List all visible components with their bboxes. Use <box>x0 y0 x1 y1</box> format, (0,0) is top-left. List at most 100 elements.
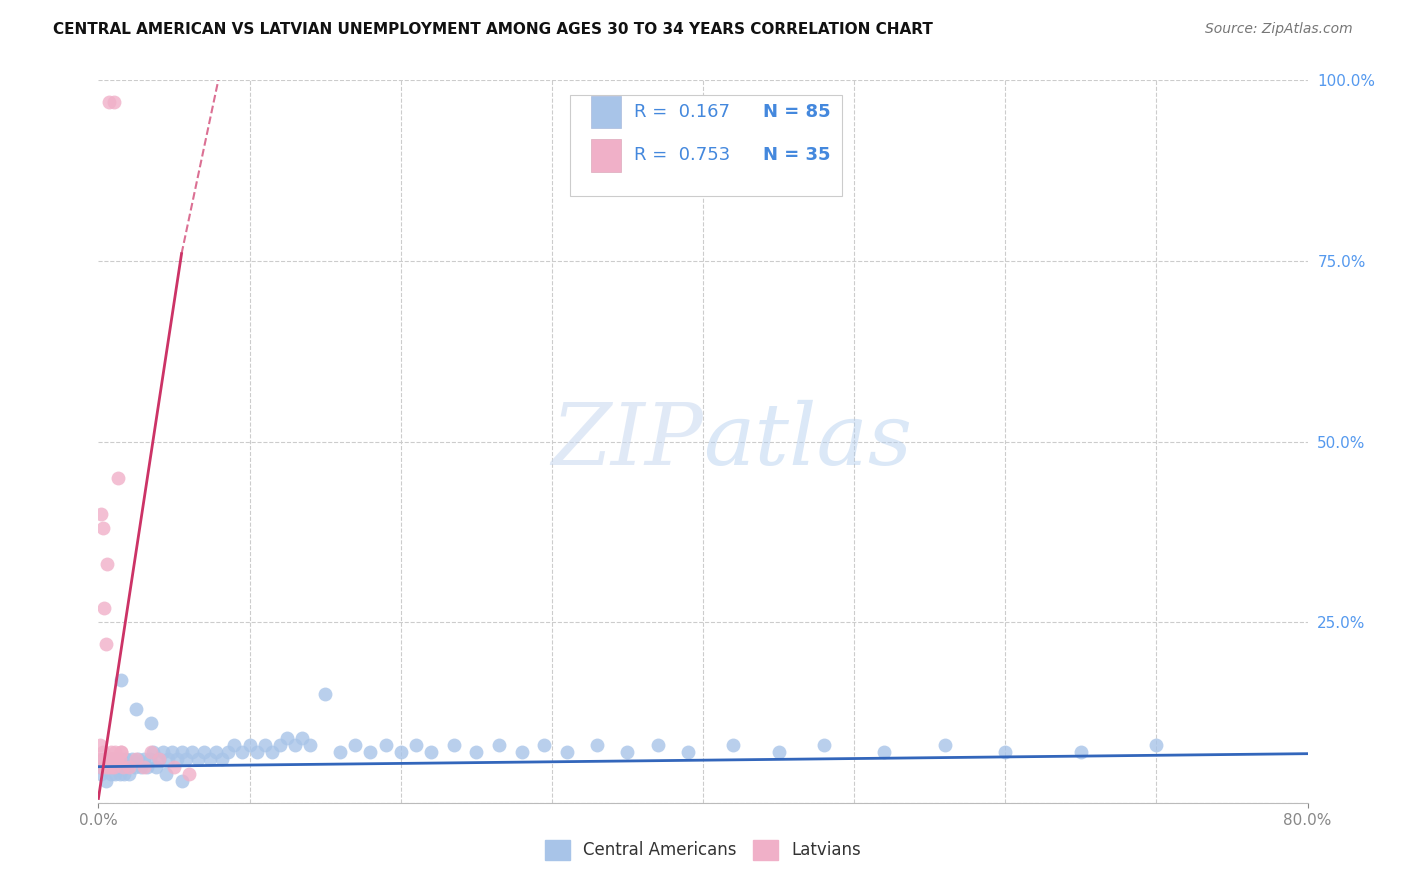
Point <box>314 687 336 701</box>
Point <box>101 752 124 766</box>
Point <box>405 738 427 752</box>
Point <box>488 738 510 752</box>
Point <box>110 752 132 766</box>
Text: Source: ZipAtlas.com: Source: ZipAtlas.com <box>1205 22 1353 37</box>
Point <box>299 738 322 752</box>
Point <box>148 752 170 766</box>
Point <box>91 752 114 766</box>
Point <box>156 752 179 766</box>
Point <box>104 767 127 781</box>
Point <box>91 521 114 535</box>
FancyBboxPatch shape <box>591 95 621 128</box>
Point <box>813 738 835 752</box>
Text: atlas: atlas <box>703 401 912 483</box>
Point <box>118 760 141 774</box>
Point <box>148 752 170 766</box>
Point <box>510 745 533 759</box>
Point <box>994 745 1017 759</box>
Point <box>170 745 193 759</box>
Point <box>152 745 174 759</box>
Text: CENTRAL AMERICAN VS LATVIAN UNEMPLOYMENT AMONG AGES 30 TO 34 YEARS CORRELATION C: CENTRAL AMERICAN VS LATVIAN UNEMPLOYMENT… <box>53 22 934 37</box>
Point <box>723 738 745 752</box>
Point <box>104 745 127 759</box>
Point <box>103 760 125 774</box>
Point <box>105 752 128 766</box>
Point <box>142 745 165 759</box>
Point <box>100 752 122 766</box>
Point <box>533 738 555 752</box>
Point <box>586 738 609 752</box>
Point <box>179 767 201 781</box>
Text: R =  0.753: R = 0.753 <box>634 146 730 164</box>
Point <box>269 738 291 752</box>
Point <box>465 745 488 759</box>
Point <box>87 752 110 766</box>
Point <box>174 752 197 766</box>
Point <box>934 738 956 752</box>
Point <box>93 760 115 774</box>
Point <box>676 745 699 759</box>
Point <box>125 702 148 716</box>
Point <box>103 760 125 774</box>
Point <box>98 95 121 109</box>
Point <box>124 760 146 774</box>
Point <box>112 767 135 781</box>
Point <box>105 752 128 766</box>
Point <box>420 745 443 759</box>
Point <box>111 760 134 774</box>
Point <box>98 760 121 774</box>
Point <box>162 745 184 759</box>
Point <box>239 738 262 752</box>
Point <box>110 745 132 759</box>
Text: N = 35: N = 35 <box>763 146 831 164</box>
Point <box>96 752 118 766</box>
Point <box>93 600 115 615</box>
Point <box>211 752 233 766</box>
Point <box>89 760 111 774</box>
Point <box>181 745 204 759</box>
Point <box>291 731 314 745</box>
Point <box>96 558 118 572</box>
Point <box>90 767 112 781</box>
Point <box>246 745 269 759</box>
Point <box>205 745 228 759</box>
Point <box>107 760 129 774</box>
Point <box>96 752 118 766</box>
Point <box>217 745 239 759</box>
Point <box>344 738 367 752</box>
Point <box>135 760 157 774</box>
Point <box>115 760 138 774</box>
Point <box>163 760 186 774</box>
Point <box>873 745 896 759</box>
Point <box>100 745 122 759</box>
Legend: Central Americans, Latvians: Central Americans, Latvians <box>538 833 868 867</box>
Point <box>107 470 129 484</box>
Point <box>132 760 155 774</box>
Point <box>121 752 143 766</box>
Point <box>141 716 163 731</box>
Point <box>193 745 215 759</box>
Text: ZIP: ZIP <box>551 401 703 483</box>
Point <box>129 760 152 774</box>
Point <box>94 774 117 789</box>
Point <box>768 745 790 759</box>
Point <box>108 752 131 766</box>
Point <box>231 745 253 759</box>
Point <box>114 752 136 766</box>
Point <box>616 745 638 759</box>
Point <box>105 752 128 766</box>
Point <box>101 752 124 766</box>
FancyBboxPatch shape <box>591 139 621 171</box>
Point <box>1070 745 1092 759</box>
Point <box>647 738 669 752</box>
Point <box>329 745 352 759</box>
Point <box>94 760 117 774</box>
Point <box>110 673 132 687</box>
Point <box>108 767 131 781</box>
Point <box>262 745 284 759</box>
Point <box>91 745 114 759</box>
Point <box>276 731 298 745</box>
Point <box>98 760 121 774</box>
Point <box>103 95 125 109</box>
Point <box>139 752 162 766</box>
